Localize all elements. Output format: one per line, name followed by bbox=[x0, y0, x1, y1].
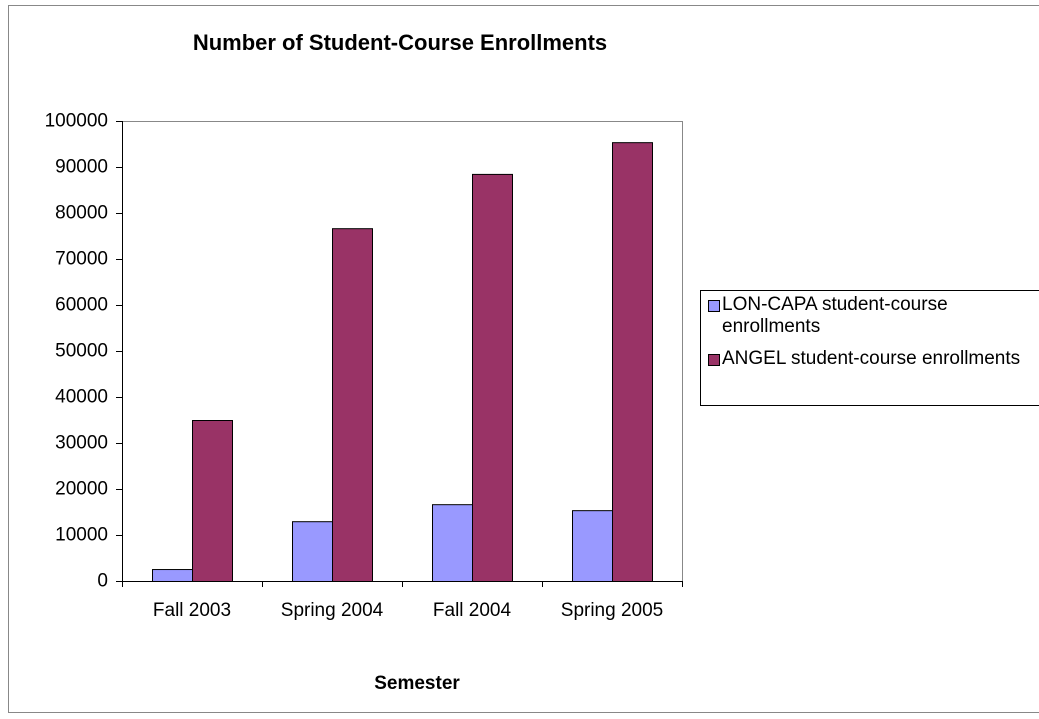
bar bbox=[432, 504, 473, 582]
x-tick-label: Spring 2004 bbox=[280, 600, 384, 621]
bar bbox=[152, 569, 193, 582]
bar bbox=[612, 142, 653, 582]
y-tick-label: 100000 bbox=[45, 111, 108, 132]
y-tick-label: 50000 bbox=[55, 341, 108, 362]
legend-swatch bbox=[708, 300, 720, 312]
x-tick-label: Spring 2005 bbox=[560, 600, 664, 621]
bar bbox=[292, 521, 333, 583]
bar bbox=[472, 173, 513, 582]
legend-label: ANGEL student-course enrollments bbox=[722, 348, 1021, 369]
bar bbox=[332, 228, 373, 582]
y-tick-label: 90000 bbox=[55, 157, 108, 178]
bar bbox=[572, 510, 613, 582]
y-tick-label: 80000 bbox=[55, 203, 108, 224]
legend-box bbox=[700, 290, 1039, 406]
y-tick-label: 70000 bbox=[55, 249, 108, 270]
legend-swatch bbox=[708, 354, 720, 366]
y-tick-label: 30000 bbox=[55, 433, 108, 454]
legend-label: LON-CAPA student-course enrollments bbox=[722, 294, 948, 337]
y-tick-label: 60000 bbox=[55, 295, 108, 316]
y-tick-label: 10000 bbox=[55, 525, 108, 546]
bar bbox=[192, 420, 233, 582]
x-tick-label: Fall 2003 bbox=[152, 600, 232, 621]
x-axis-title: Semester bbox=[374, 673, 460, 694]
x-tick-label: Fall 2004 bbox=[432, 600, 512, 621]
y-tick-label: 40000 bbox=[55, 387, 108, 408]
chart-title: Number of Student-Course Enrollments bbox=[193, 30, 607, 55]
y-tick-label: 20000 bbox=[55, 479, 108, 500]
y-tick-label: 0 bbox=[97, 571, 108, 592]
